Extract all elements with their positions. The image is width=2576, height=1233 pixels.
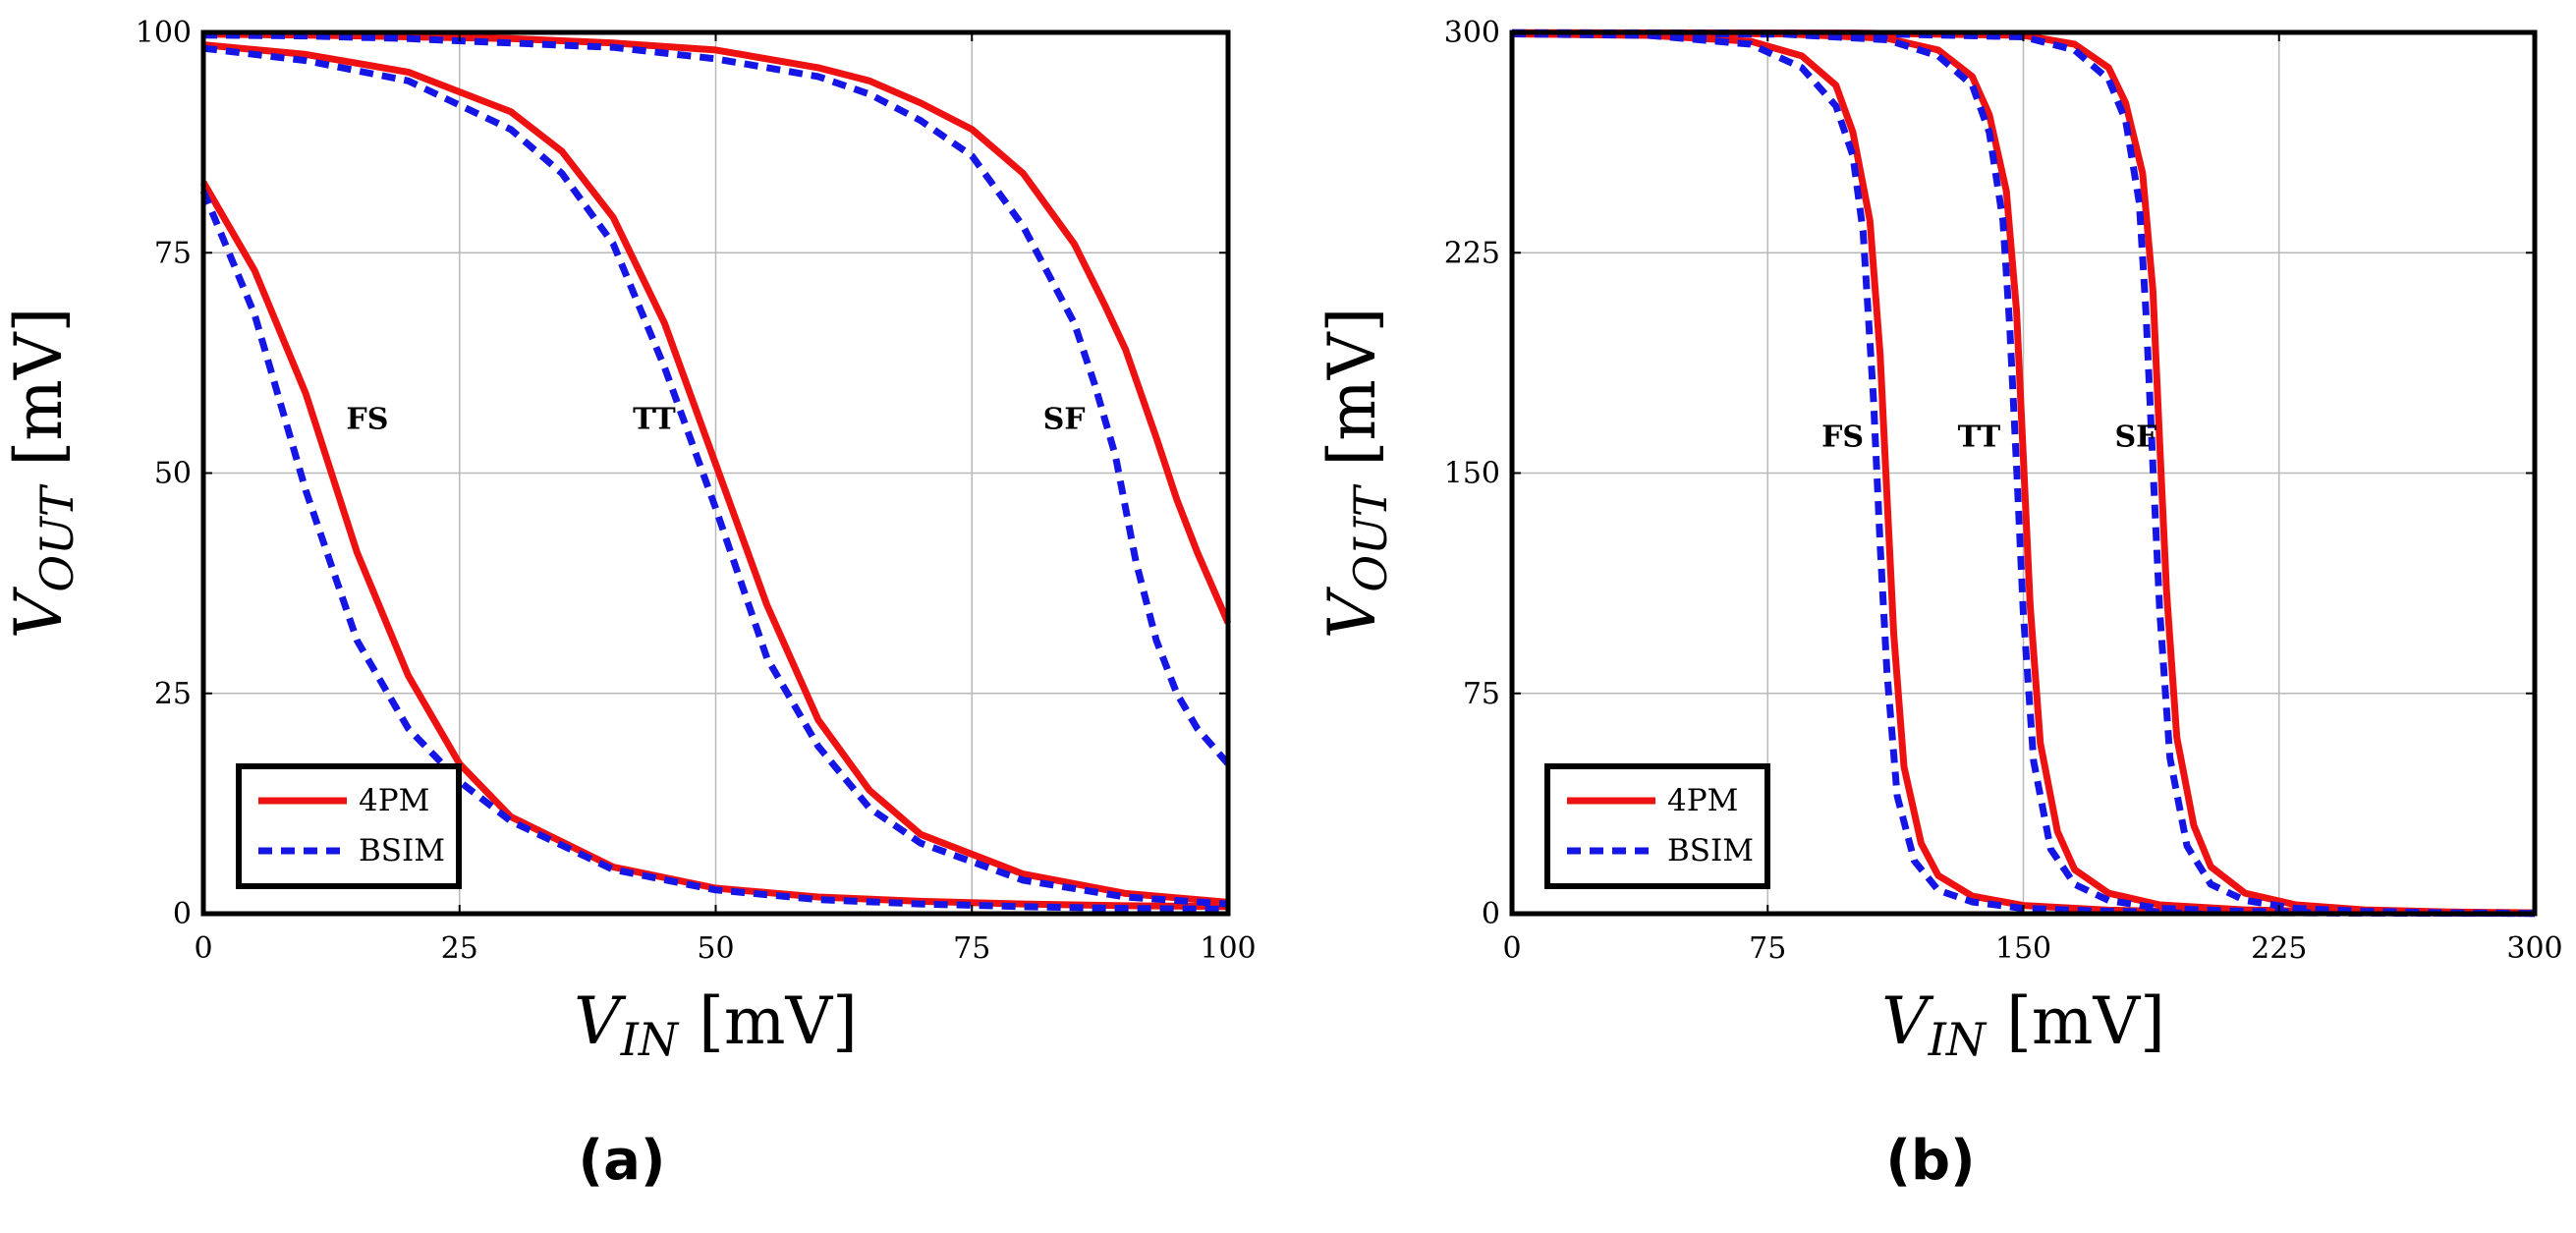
x-tick-label: 150	[1995, 931, 2051, 966]
y-tick-label: 25	[154, 677, 192, 711]
series-line-4pm-tt	[202, 41, 1229, 906]
legend-label-4pm: 4PM	[359, 783, 429, 818]
y-tick-label: 225	[1444, 236, 1500, 270]
y-tick-label: 75	[154, 236, 192, 270]
curve-label-sf: SF	[2115, 420, 2157, 455]
series-line-bsim-sf	[202, 31, 1231, 766]
x-tick-label: 75	[953, 931, 990, 966]
y-tick-label: 0	[1482, 897, 1500, 931]
x-tick-label: 225	[2251, 931, 2307, 966]
x-tick-label: 300	[2506, 931, 2562, 966]
series-line-4pm-sf	[202, 30, 1232, 625]
legend-box	[236, 763, 462, 889]
y-tick-label: 75	[1463, 677, 1500, 711]
x-tick-label: 0	[194, 931, 212, 966]
x-tick-label: 0	[1502, 931, 1521, 966]
panel-caption: (a)	[579, 1129, 666, 1193]
y-axis-label: VOUT [mV]	[1315, 308, 1397, 640]
series-line-bsim-tt	[1511, 29, 2536, 918]
chart-panel-b: 0 75 150 225 300 0 75 150 225 300 VIN [mV] VOUT [mV…	[1315, 16, 2563, 1193]
x-tick-label: 100	[1200, 931, 1256, 966]
series-line-bsim-tt	[202, 44, 1229, 908]
legend: 4PM BSIM	[236, 763, 462, 889]
panel-caption: (b)	[1885, 1129, 1975, 1193]
curve-label-sf: SF	[1043, 403, 1086, 437]
x-tick-label: 75	[1749, 931, 1786, 966]
x-axis-label: VIN [mV]	[574, 983, 858, 1066]
curve-label-fs: FS	[346, 403, 388, 437]
y-tick-label: 0	[173, 897, 192, 931]
x-axis-label: VIN [mV]	[1881, 983, 2165, 1066]
curve-label-tt: TT	[1958, 420, 2001, 455]
legend-label-bsim: BSIM	[359, 833, 445, 869]
x-tick-label: 25	[441, 931, 478, 966]
legend-box	[1544, 763, 1770, 889]
series-line-bsim-sf	[1511, 28, 2536, 918]
legend-label-4pm: 4PM	[1667, 783, 1738, 818]
y-tick-label: 150	[1444, 457, 1500, 491]
series-line-bsim-fs	[199, 190, 1229, 913]
curve-label-fs: FS	[1821, 420, 1864, 455]
y-axis-label: VOUT [mV]	[1, 308, 84, 640]
x-tick-label: 50	[697, 931, 734, 966]
series-line-4pm-sf	[1511, 28, 2536, 917]
y-tick-label: 300	[1444, 16, 1500, 50]
chart-panel-a: 0 25 50 75 100 0 25 50 75 100 VIN [mV] VOUT [mV] FS T…	[1, 16, 1257, 1193]
y-tick-label: 50	[154, 457, 192, 491]
legend-label-bsim: BSIM	[1667, 833, 1754, 869]
curve-label-tt: TT	[633, 403, 676, 437]
y-tick-label: 100	[136, 16, 192, 50]
legend: 4PM BSIM	[1544, 763, 1770, 889]
